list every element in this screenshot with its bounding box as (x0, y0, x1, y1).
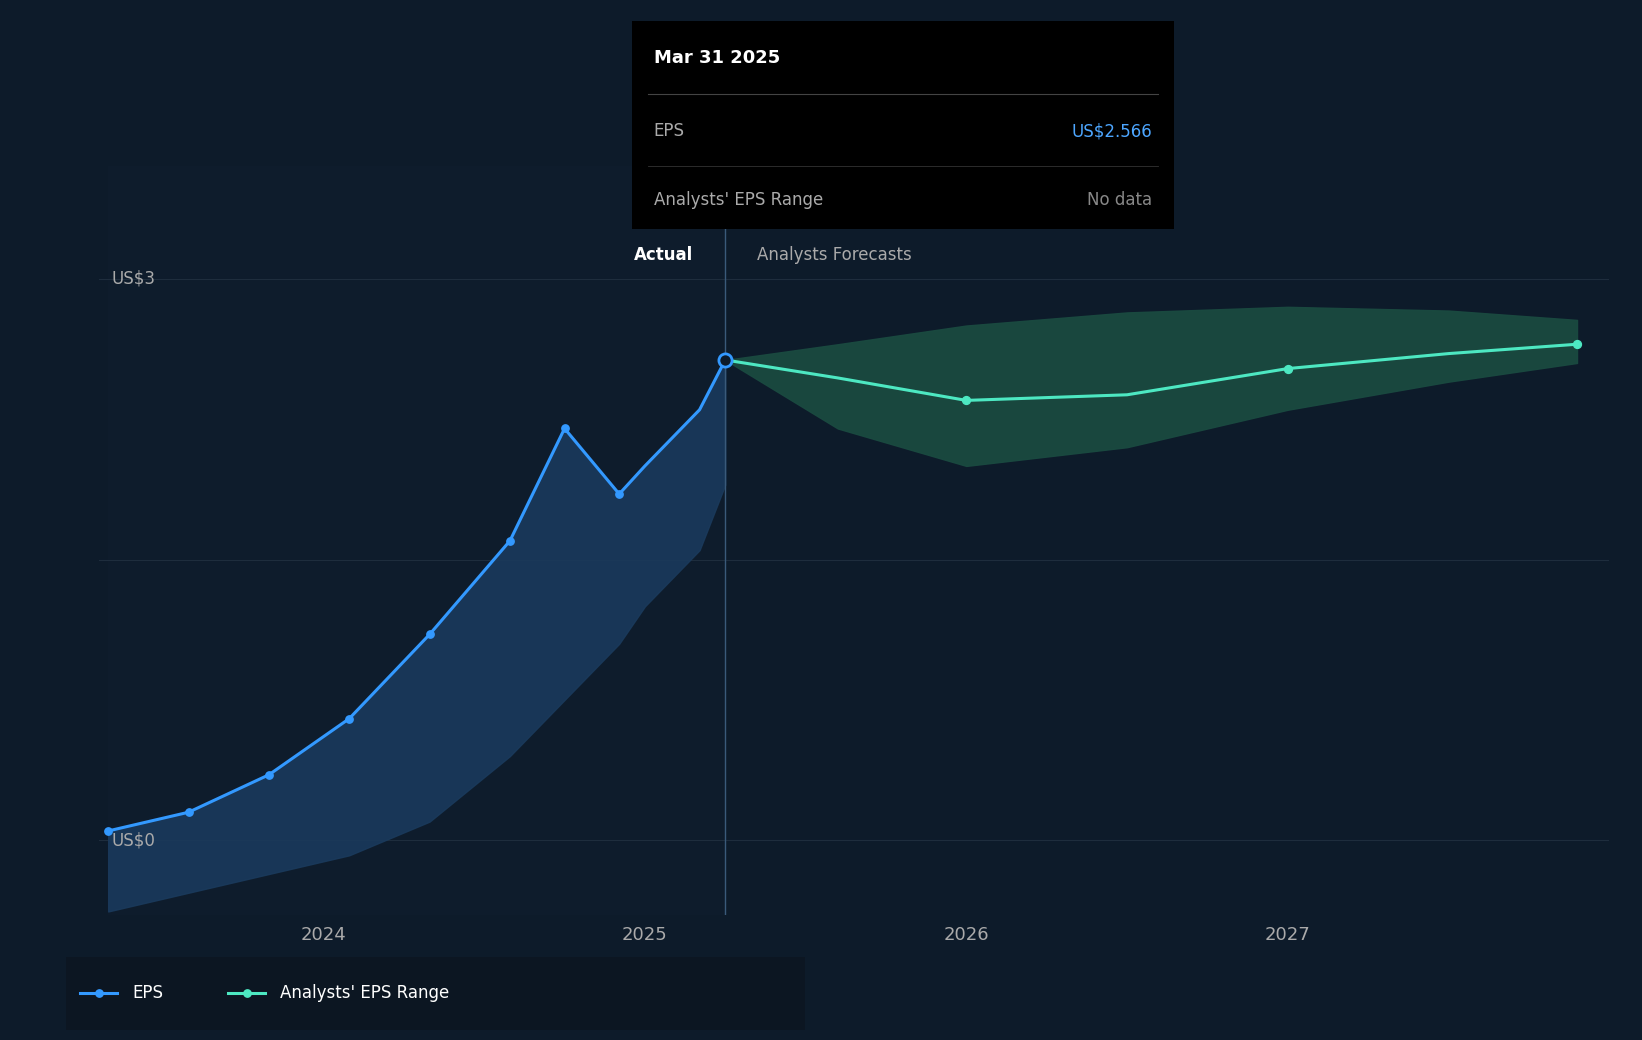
Point (95, 823, 122, 839)
Bar (108, 166, 726, 915)
Point (85, 985, 112, 1002)
Text: Analysts' EPS Range: Analysts' EPS Range (279, 984, 450, 1003)
Text: EPS: EPS (654, 122, 685, 140)
Text: Actual: Actual (634, 245, 693, 264)
Text: Analysts' EPS Range: Analysts' EPS Range (654, 190, 823, 209)
Point (1563, 336, 1589, 353)
Point (606, 486, 632, 502)
Point (1274, 360, 1300, 376)
Point (337, 710, 363, 727)
Point (498, 532, 524, 549)
Point (552, 420, 578, 437)
Point (176, 804, 202, 821)
Point (233, 985, 259, 1002)
Point (713, 352, 739, 368)
Point (256, 766, 282, 783)
Text: EPS: EPS (131, 984, 163, 1003)
Text: US$0: US$0 (112, 831, 156, 850)
Text: Analysts Forecasts: Analysts Forecasts (757, 245, 913, 264)
Point (417, 626, 443, 643)
Text: No data: No data (1087, 190, 1153, 209)
Text: Mar 31 2025: Mar 31 2025 (654, 49, 780, 68)
Point (954, 392, 980, 409)
Text: US$3: US$3 (112, 269, 156, 288)
Text: US$2.566: US$2.566 (1072, 122, 1153, 140)
